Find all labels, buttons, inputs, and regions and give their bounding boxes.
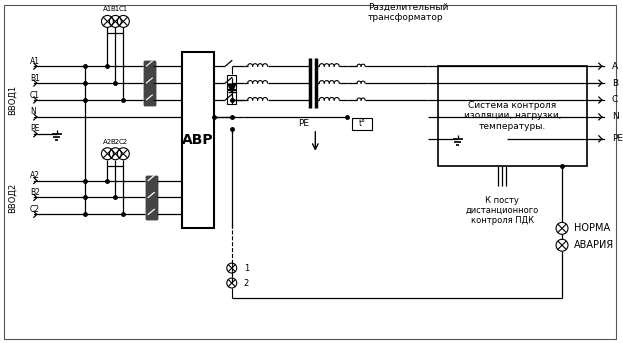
Text: B2: B2 — [30, 188, 40, 197]
Text: К посту
дистанционного
контроля ПДК: К посту дистанционного контроля ПДК — [466, 196, 539, 225]
Text: N: N — [30, 107, 36, 116]
Text: Система контроля
изоляции, нагрузки,
температуры.: Система контроля изоляции, нагрузки, тем… — [464, 101, 561, 131]
Text: B1: B1 — [111, 7, 120, 12]
Text: B1: B1 — [30, 74, 40, 83]
Text: A2: A2 — [30, 171, 40, 180]
Text: ВВОД1: ВВОД1 — [7, 85, 16, 115]
Text: B2: B2 — [111, 139, 120, 145]
Text: A2: A2 — [103, 139, 112, 145]
Text: N: N — [612, 113, 619, 121]
Bar — [352, 118, 372, 130]
Text: A1: A1 — [30, 57, 40, 66]
Text: АВР: АВР — [182, 133, 214, 147]
Text: ВВОД2: ВВОД2 — [7, 182, 16, 213]
Text: C1: C1 — [30, 91, 40, 99]
Text: PE: PE — [30, 125, 39, 133]
Text: A1: A1 — [103, 7, 112, 12]
Bar — [182, 52, 214, 228]
Bar — [146, 176, 156, 220]
Text: Разделительный
трансформатор: Разделительный трансформатор — [368, 3, 449, 22]
Bar — [146, 176, 156, 220]
Text: АВАРИЯ: АВАРИЯ — [574, 240, 614, 250]
Text: B: B — [612, 79, 618, 87]
Bar — [438, 66, 587, 166]
Text: PE: PE — [298, 119, 309, 128]
Text: 1: 1 — [244, 264, 249, 273]
Text: НОРМА: НОРМА — [574, 223, 610, 233]
Text: A: A — [612, 62, 618, 71]
Text: C: C — [612, 95, 618, 105]
Polygon shape — [228, 84, 235, 92]
Bar — [227, 90, 236, 104]
Bar — [144, 61, 155, 105]
Bar — [227, 75, 236, 89]
Text: 2: 2 — [244, 279, 249, 287]
Text: PE: PE — [612, 134, 623, 143]
Bar — [144, 61, 155, 105]
Text: C2: C2 — [30, 205, 40, 214]
Text: C1: C1 — [119, 7, 128, 12]
Text: C2: C2 — [119, 139, 128, 145]
Text: t°: t° — [359, 119, 366, 128]
